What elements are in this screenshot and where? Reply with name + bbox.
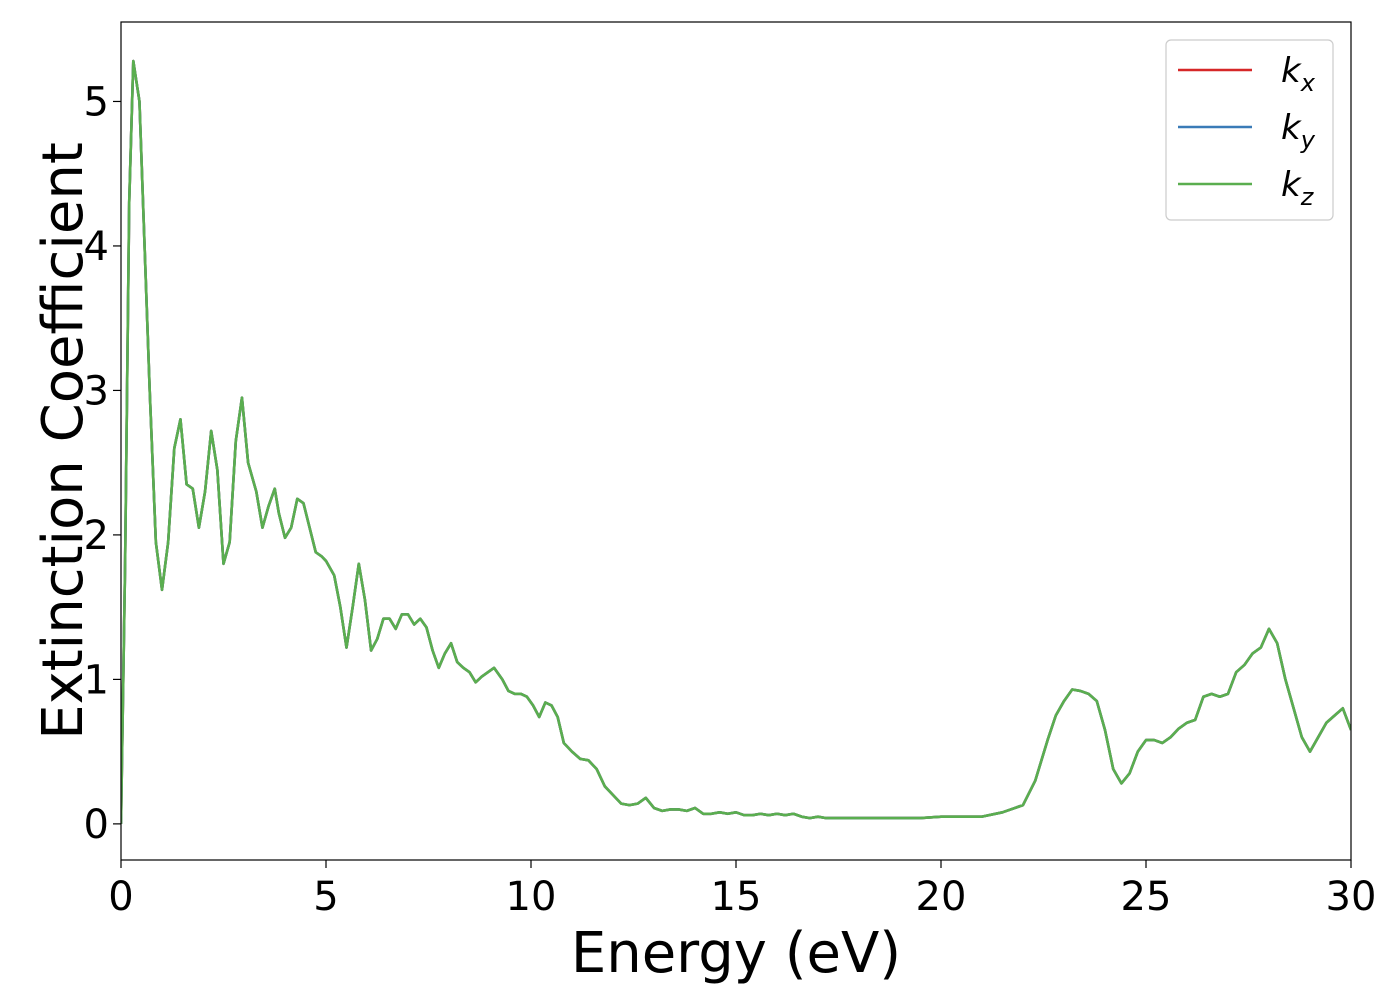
y-tick-label: 4 (84, 224, 109, 270)
y-tick-label: 1 (84, 657, 109, 703)
y-tick-label: 2 (84, 513, 109, 559)
x-tick-label: 0 (108, 874, 133, 920)
x-tick-label: 20 (916, 874, 967, 920)
x-tick-label: 15 (711, 874, 762, 920)
x-tick-label: 25 (1121, 874, 1172, 920)
x-tick-label: 10 (506, 874, 557, 920)
series-layer (121, 59, 1351, 824)
series-line-z (121, 59, 1351, 824)
legend-label-x: kx (1281, 51, 1316, 97)
x-tick-label: 30 (1326, 874, 1377, 920)
legend: kx ky kz (1165, 39, 1334, 221)
y-axis: 0 1 2 3 4 5 (84, 79, 121, 848)
legend-label-y: ky (1281, 108, 1316, 154)
legend-label-z: kz (1281, 165, 1315, 211)
x-axis: 0 5 10 15 20 25 30 (108, 860, 1376, 920)
legend-box (1165, 39, 1334, 221)
x-axis-title: Energy (eV) (571, 921, 901, 986)
y-tick-label: 3 (84, 368, 109, 414)
x-tick-label: 5 (313, 874, 338, 920)
y-tick-label: 0 (84, 802, 109, 848)
y-tick-label: 5 (84, 79, 109, 125)
y-axis-title: Extinction Coefficient (31, 142, 96, 740)
